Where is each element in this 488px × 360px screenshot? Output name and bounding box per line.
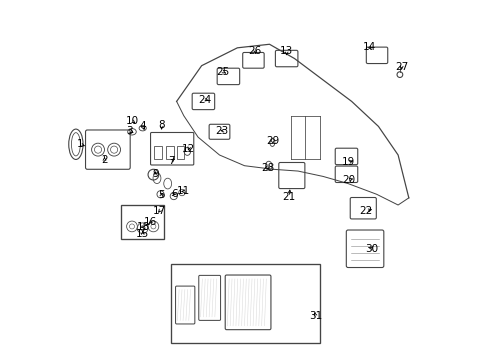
Text: 2: 2 <box>101 155 107 165</box>
Text: 4: 4 <box>139 121 146 131</box>
Text: 9: 9 <box>152 168 158 179</box>
Text: 27: 27 <box>394 63 407 72</box>
Text: 21: 21 <box>282 192 295 202</box>
Text: 16: 16 <box>144 217 157 227</box>
Text: 7: 7 <box>168 156 175 166</box>
Text: 1: 1 <box>77 139 83 149</box>
Bar <box>121 205 164 239</box>
Bar <box>165 146 173 158</box>
Text: 19: 19 <box>342 157 355 167</box>
Text: 26: 26 <box>248 46 261 56</box>
Bar <box>171 264 319 342</box>
Text: 23: 23 <box>215 126 228 136</box>
Text: 17: 17 <box>153 206 166 216</box>
Text: 12: 12 <box>182 144 195 154</box>
Bar <box>176 146 184 158</box>
Bar <box>154 146 162 158</box>
Text: 18: 18 <box>137 222 150 232</box>
Text: 22: 22 <box>359 206 372 216</box>
Text: 3: 3 <box>126 126 133 136</box>
Text: 24: 24 <box>198 95 211 105</box>
Text: 14: 14 <box>362 42 375 52</box>
Text: 5: 5 <box>158 190 164 200</box>
Text: 28: 28 <box>261 163 274 173</box>
Text: 6: 6 <box>171 189 178 199</box>
Text: 11: 11 <box>176 186 189 197</box>
Text: 10: 10 <box>125 116 138 126</box>
Text: 30: 30 <box>364 244 377 253</box>
Text: 8: 8 <box>158 120 164 130</box>
Text: 13: 13 <box>280 46 293 56</box>
Text: 29: 29 <box>265 136 279 146</box>
Text: 25: 25 <box>216 67 229 77</box>
Text: 31: 31 <box>309 311 322 321</box>
Text: 15: 15 <box>136 229 149 239</box>
Text: 20: 20 <box>342 175 355 185</box>
